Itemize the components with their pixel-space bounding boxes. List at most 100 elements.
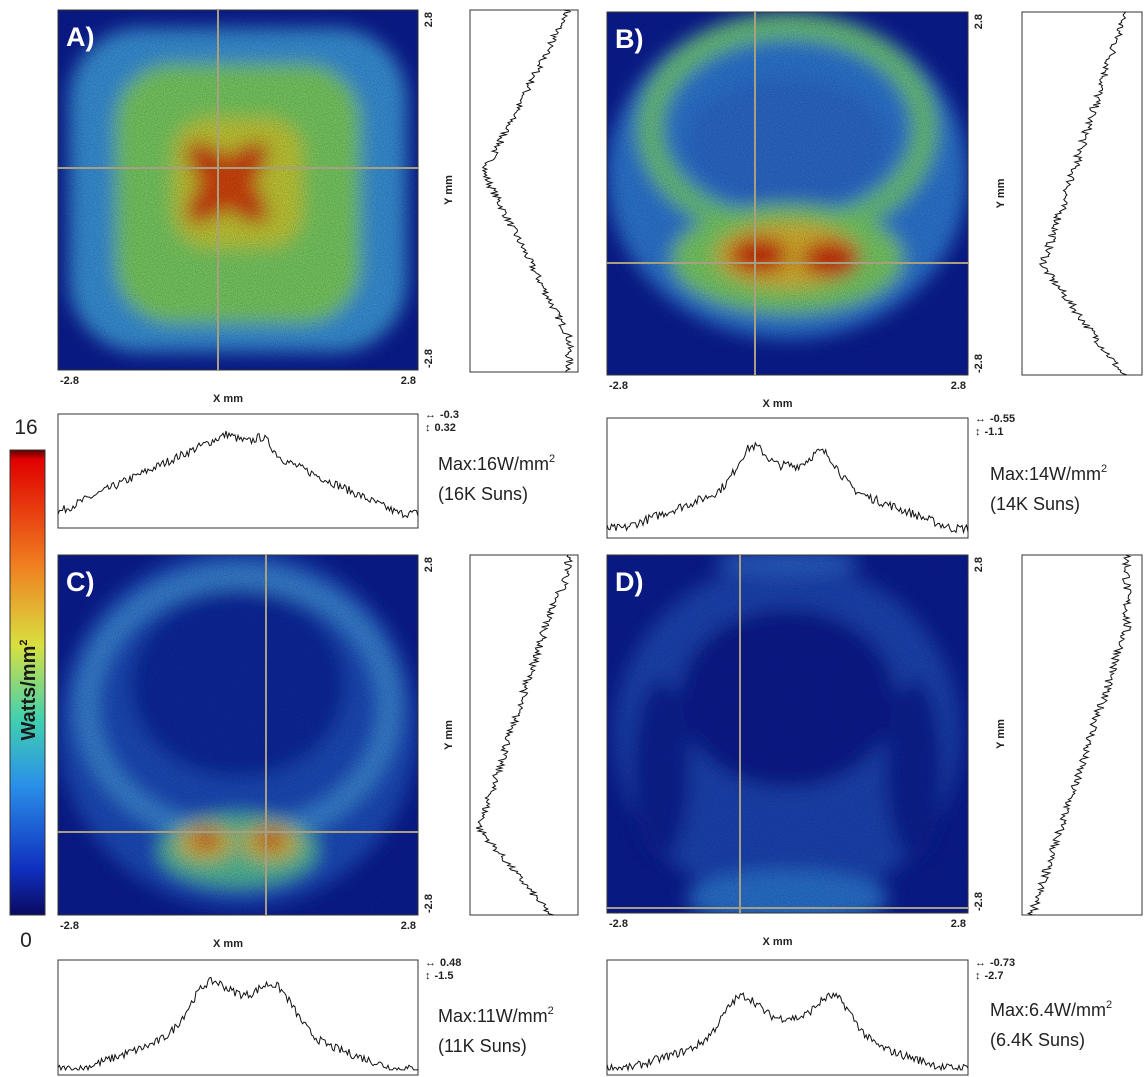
x-profile-frame	[606, 417, 969, 539]
cursor-value: -2.7	[985, 970, 1004, 982]
y-tick-label: -2.8	[423, 349, 435, 368]
heatmap-grain	[607, 12, 968, 375]
panel: A) -2.8 2.8 X mm 2.8 -2.8 Y mm ↔ -0.3 ↕ 0.32 Max:16…	[57, 9, 579, 529]
colorbar-label-sup: 2	[18, 640, 30, 646]
profile-line	[1026, 554, 1132, 916]
max-irradiance: Max:16W/mm2	[438, 453, 555, 474]
profile-line	[606, 441, 969, 535]
x-profile-frame	[57, 413, 419, 529]
cursor-readout: ↕ -2.7	[975, 970, 1003, 982]
colorbar-label-text: Watts/mm	[18, 646, 40, 741]
colorbar-min: 0	[20, 929, 32, 952]
profile-line	[606, 992, 969, 1072]
max-text: Max:11W/mm	[438, 1006, 548, 1026]
colorbar-max: 16	[14, 416, 37, 439]
y-profile-frame	[469, 9, 579, 373]
max-text: Max:16W/mm	[438, 454, 549, 474]
y-tick-label: 2.8	[423, 557, 435, 572]
panel-label: A)	[66, 22, 95, 52]
panel-label: B)	[615, 24, 644, 54]
y-tick-label: -2.8	[973, 354, 985, 373]
heatmap-frame	[606, 11, 969, 376]
x-axis-label: X mm	[213, 938, 243, 950]
max-sup: 2	[1101, 463, 1107, 475]
y-tick-label: -2.8	[973, 892, 985, 911]
suns: (6.4K Suns)	[990, 1030, 1085, 1050]
heatmap-grain	[607, 555, 968, 913]
cursor-symbol: ↕	[975, 970, 981, 982]
cursor-symbol: ↔	[975, 413, 986, 425]
x-axis-label: X mm	[763, 936, 793, 948]
heatmap-frame	[57, 554, 419, 916]
y-tick-label: -2.8	[423, 894, 435, 913]
max-sup: 2	[549, 453, 555, 465]
heatmap	[607, 12, 968, 375]
cursor-value: -1.1	[985, 426, 1004, 438]
y-axis-label: Y mm	[443, 720, 455, 750]
max-irradiance: Max:6.4W/mm2	[990, 999, 1112, 1020]
x-tick-label: -2.8	[60, 375, 79, 387]
cursor-symbol: ↕	[425, 422, 431, 434]
y-tick-label: 2.8	[423, 12, 435, 27]
heatmap	[58, 10, 418, 370]
heatmap-grain	[58, 10, 418, 370]
y-axis-label: Y mm	[995, 719, 1007, 749]
cursor-value: -0.73	[990, 957, 1015, 969]
x-tick-label: -2.8	[609, 918, 628, 930]
profile-line	[475, 554, 574, 916]
y-axis-label: Y mm	[995, 178, 1007, 208]
panel: B) -2.8 2.8 X mm 2.8 -2.8 Y mm ↔ -0.55 ↕ -1.1 Max:1…	[606, 11, 1143, 539]
cursor-readout: ↔ 0.48	[425, 957, 461, 969]
max-text: Max:14W/mm	[990, 464, 1101, 484]
x-axis-label: X mm	[213, 393, 243, 405]
heatmap-frame	[606, 554, 969, 914]
cursor-value: 0.32	[435, 422, 456, 434]
heatmap-grain	[58, 555, 418, 915]
cursor-readout: ↔ -0.3	[425, 409, 459, 421]
profile-line	[57, 430, 419, 519]
heatmap-frame	[57, 9, 419, 371]
profile-line	[1038, 11, 1127, 376]
max-irradiance: Max:14W/mm2	[990, 463, 1107, 484]
cursor-symbol: ↕	[975, 426, 981, 438]
panel-label: D)	[615, 567, 644, 597]
x-tick-label: 2.8	[401, 920, 416, 932]
max-irradiance: Max:11W/mm2	[438, 1005, 554, 1026]
x-axis-label: X mm	[763, 398, 793, 410]
x-tick-label: -2.8	[609, 380, 628, 392]
panel-label: C)	[66, 567, 95, 597]
x-tick-label: 2.8	[951, 918, 966, 930]
y-axis-label: Y mm	[443, 175, 455, 205]
panel: C) -2.8 2.8 X mm 2.8 -2.8 Y mm ↔ 0.48 ↕ -1.5 Max:11…	[57, 554, 579, 1076]
cursor-readout: ↔ -0.73	[975, 957, 1015, 969]
cursor-readout: ↔ -0.55	[975, 413, 1015, 425]
heatmap	[607, 555, 968, 913]
colorbar-label: Watts/mm2	[18, 640, 40, 741]
x-profile-frame	[57, 959, 419, 1076]
max-sup: 2	[548, 1005, 554, 1017]
cursor-symbol: ↔	[425, 409, 436, 421]
x-tick-label: 2.8	[401, 375, 416, 387]
profile-line	[481, 9, 575, 373]
cursor-readout: ↕ 0.32	[425, 422, 456, 434]
cursor-value: 0.48	[440, 957, 461, 969]
y-tick-label: 2.8	[973, 14, 985, 29]
x-tick-label: -2.8	[60, 920, 79, 932]
heatmap	[58, 555, 418, 915]
suns: (11K Suns)	[438, 1036, 527, 1056]
profile-line	[57, 976, 418, 1072]
cursor-symbol: ↔	[425, 957, 436, 969]
suns: (16K Suns)	[438, 484, 528, 504]
suns: (14K Suns)	[990, 494, 1080, 514]
colorbar	[9, 449, 46, 916]
cursor-value: -0.3	[440, 409, 459, 421]
y-tick-label: 2.8	[973, 557, 985, 572]
y-profile-frame	[1021, 554, 1143, 916]
panel: D) -2.8 2.8 X mm 2.8 -2.8 Y mm ↔ -0.73 ↕ -2.7 Max:6…	[606, 554, 1143, 1076]
y-profile-frame	[469, 554, 579, 916]
max-sup: 2	[1106, 999, 1112, 1011]
max-text: Max:6.4W/mm	[990, 1000, 1106, 1020]
cursor-readout: ↕ -1.5	[425, 970, 453, 982]
cursor-readout: ↕ -1.1	[975, 426, 1003, 438]
